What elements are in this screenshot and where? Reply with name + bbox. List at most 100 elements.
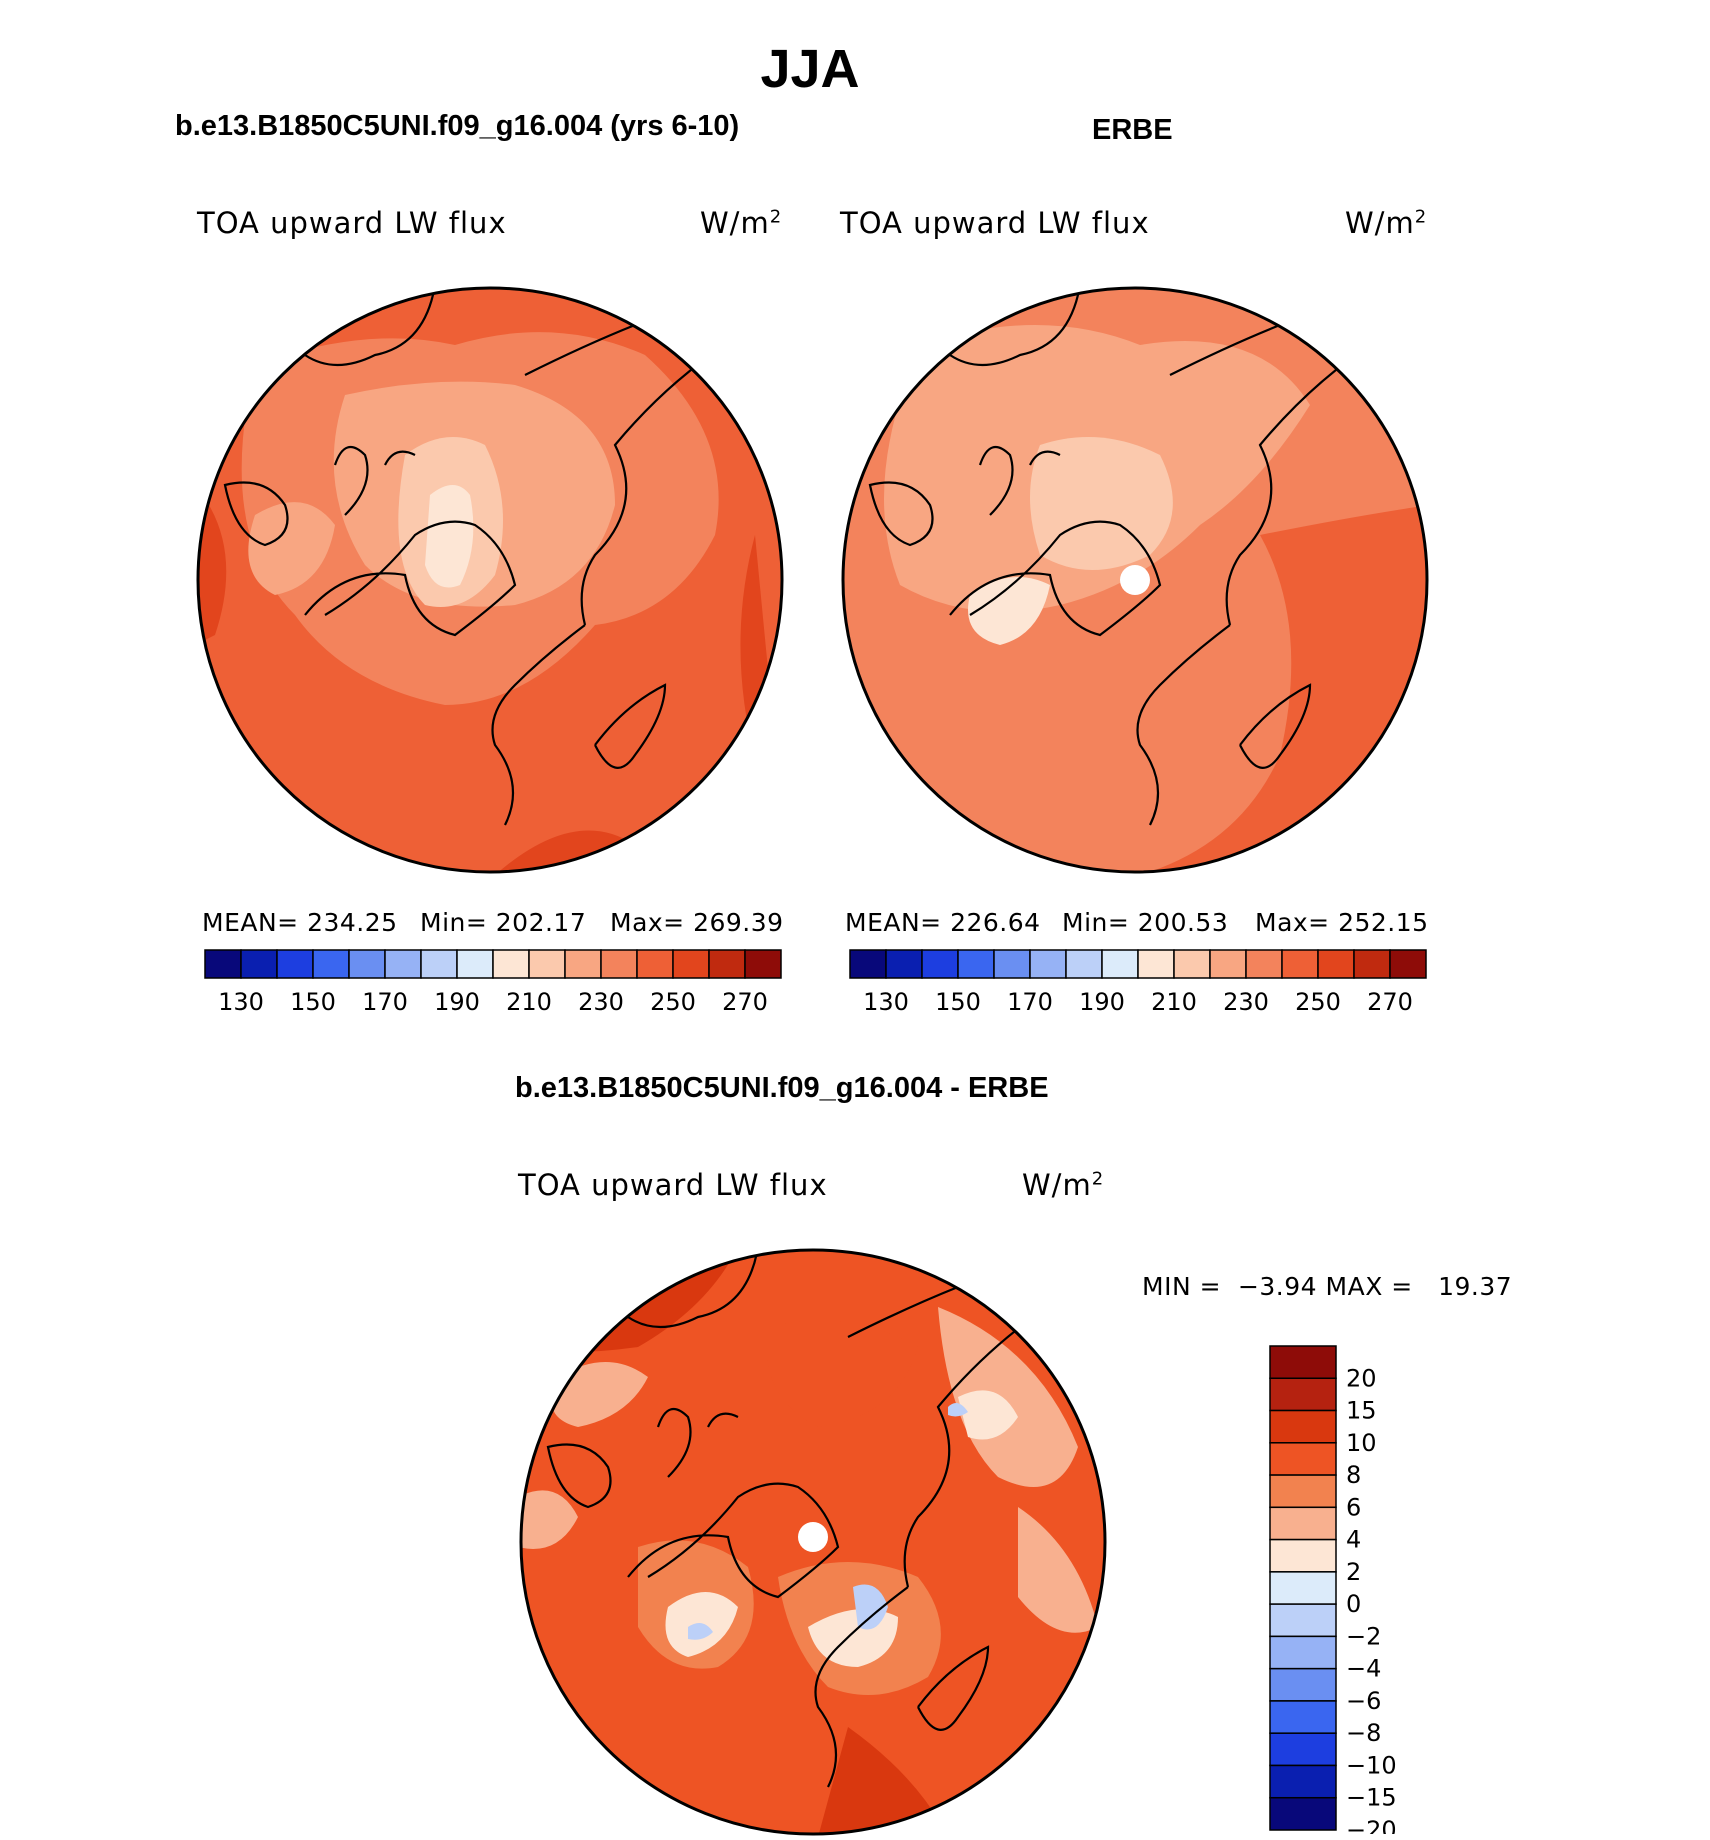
panel2-colorbar-swatch [1137,949,1175,979]
panel3-colorbar-swatch [1269,1442,1337,1476]
panel2-colorbar-tick-label: 230 [1223,988,1269,1016]
panel2-title: ERBE [1092,114,1173,146]
panel2-colorbar-swatch [1101,949,1139,979]
panel1-colorbar-tick-label: 230 [578,988,624,1016]
panel3-colorbar-tick-label: −6 [1346,1687,1381,1715]
panel2-colorbar-tick-label: 170 [1007,988,1053,1016]
panel2-polar-map [841,286,1429,874]
panel3-colorbar-tick-label: 8 [1346,1461,1361,1489]
panel2-colorbar-tick-label: 210 [1151,988,1197,1016]
panel2-colorbar-tick-label: 150 [935,988,981,1016]
panel1-min: Min= 202.17 [420,908,587,937]
panel1-polar-map [196,286,784,874]
panel2-colorbar-swatch [1173,949,1211,979]
panel1-colorbar-swatch [420,949,458,979]
panel1-units: W/m2 [700,206,783,240]
panel2-colorbar-swatch [1389,949,1427,979]
panel3-colorbar-swatch [1269,1409,1337,1444]
panel2-colorbar-swatch [1317,949,1355,979]
panel2-colorbar-tick-label: 270 [1367,988,1413,1016]
panel1-colorbar-tick-label: 210 [506,988,552,1016]
panel1-colorbar: 130 150 170 190 210 230 250 270 [204,949,782,1016]
panel2-max: Max= 252.15 [1255,908,1429,937]
panel1-colorbar-swatch [744,949,782,979]
panel3-colorbar-swatch [1269,1764,1337,1799]
panel1-colorbar-swatch [636,949,674,979]
panel3-colorbar-tick-label: 15 [1346,1397,1377,1425]
panel1-colorbar-swatch [456,949,494,979]
panel1-colorbar-tick-label: 270 [722,988,768,1016]
panel1-colorbar-tick-label: 130 [218,988,264,1016]
panel3-colorbar-swatch [1269,1732,1337,1767]
panel1-colorbar-swatch [312,949,350,979]
panel1-colorbar-swatch [276,949,314,979]
panel3-colorbar-tick-label: −2 [1346,1622,1381,1650]
panel1-colorbar-tick-label: 150 [290,988,336,1016]
panel1-colorbar-swatch [348,949,386,979]
panel1-colorbar-swatch [204,949,242,979]
panel3-polar-map [519,1248,1107,1836]
panel3-colorbar-swatch [1269,1635,1337,1670]
panel1-colorbar-swatch [240,949,278,979]
panel2-min: Min= 200.53 [1062,908,1229,937]
panel3-colorbar-swatch [1269,1345,1337,1380]
panel2-colorbar-swatch [1281,949,1319,979]
panel3-field-label: TOA upward LW flux [518,1168,828,1202]
panel3-colorbar-swatch [1269,1700,1337,1734]
figure-title: JJA [760,39,860,99]
panel3-colorbar-tick-label: −10 [1346,1751,1397,1779]
panel3-colorbar-swatch [1269,1474,1337,1509]
panel2-colorbar-swatch [921,949,959,979]
panel1-colorbar-tick-label: 190 [434,988,480,1016]
panel1-field-label: TOA upward LW flux [197,206,507,240]
panel3-min-max: MIN = −3.94 MAX = 19.37 [1142,1272,1513,1301]
panel2-units: W/m2 [1345,206,1428,240]
panel1-max: Max= 269.39 [610,908,784,937]
panel3-colorbar-tick-label: 4 [1346,1526,1361,1554]
panel3-colorbar-tick-label: 10 [1346,1429,1377,1457]
panel3-colorbar-tick-label: 2 [1346,1558,1361,1586]
panel3-colorbar-swatch [1269,1603,1337,1638]
panel2-colorbar-tick-label: 130 [863,988,909,1016]
panel1-colorbar-swatch [708,949,746,979]
panel3-colorbar-tick-label: 6 [1346,1493,1361,1521]
panel2-colorbar-tick-label: 190 [1079,988,1125,1016]
panel2-colorbar-swatch [1353,949,1391,979]
panel1-colorbar-swatch [564,949,602,979]
panel2-colorbar-swatch [1029,949,1067,979]
panel1-colorbar-tick-label: 170 [362,988,408,1016]
panel3-units: W/m2 [1022,1168,1105,1202]
panel1-colorbar-swatch [492,949,530,979]
panel2-colorbar-swatch [993,949,1031,979]
panel3-colorbar-tick-label: 0 [1346,1590,1361,1618]
panel1-colorbar-tick-label: 250 [650,988,696,1016]
panel3-colorbar-swatch [1269,1796,1337,1831]
panel1-colorbar-swatch [384,949,422,979]
panel3-colorbar-swatch [1269,1667,1337,1702]
panel3-colorbar-tick-label: −4 [1346,1655,1381,1683]
panel3-colorbar-swatch [1269,1506,1337,1541]
panel1-colorbar-swatch [600,949,638,979]
panel3-colorbar-tick-label: −15 [1346,1784,1397,1812]
panel3-colorbar-tick-label: 20 [1346,1364,1377,1392]
panel3-colorbar-tick-label: −8 [1346,1719,1381,1747]
panel2-colorbar-tick-label: 250 [1295,988,1341,1016]
panel2-colorbar-swatch [1209,949,1247,979]
panel1-title: b.e13.B1850C5UNI.f09_g16.004 (yrs 6-10) [175,110,740,142]
panel1-colorbar-swatch [528,949,566,979]
panel2-colorbar-swatch [885,949,923,979]
panel3-colorbar-swatch [1269,1538,1337,1573]
panel3-title: b.e13.B1850C5UNI.f09_g16.004 - ERBE [515,1072,1049,1104]
panel2-mean: MEAN= 226.64 [845,908,1041,937]
panel2-colorbar: 130 150 170 190 210 230 250 270 [849,949,1427,1016]
panel2-colorbar-swatch [957,949,995,979]
panel2-colorbar-swatch [1245,949,1283,979]
panel1-colorbar-swatch [672,949,710,979]
panel1-mean: MEAN= 234.25 [202,908,398,937]
panel2-field-label: TOA upward LW flux [840,206,1150,240]
panel2-colorbar-swatch [849,949,887,979]
panel3-colorbar-tick-label: −20 [1346,1816,1397,1834]
panel2-colorbar-swatch [1065,949,1103,979]
panel3-colorbar-swatch [1269,1377,1337,1412]
